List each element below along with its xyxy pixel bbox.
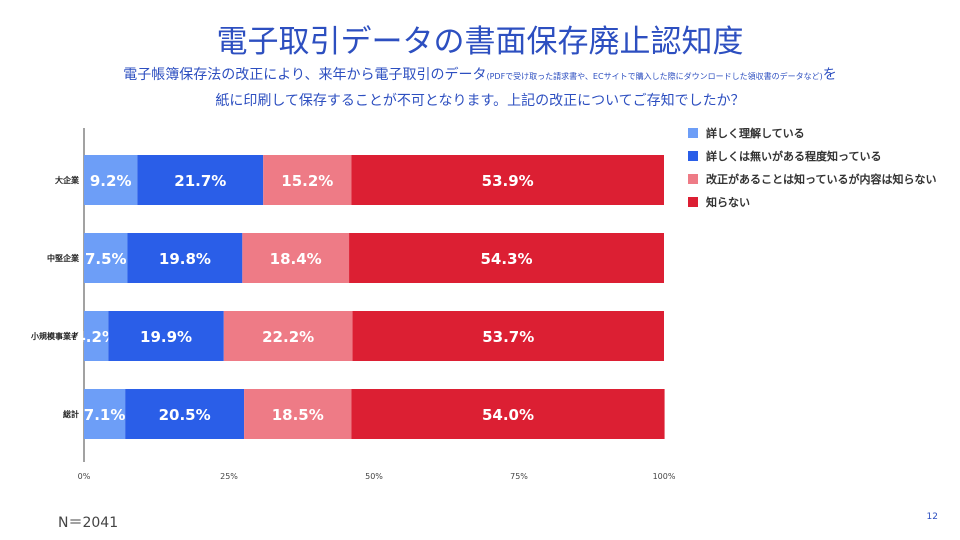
x-tick-label: 75% (510, 472, 528, 481)
bar-segment (351, 155, 664, 205)
bar-segment (125, 389, 245, 439)
x-tick-label: 25% (220, 472, 238, 481)
bar-segment (84, 389, 126, 439)
data-label: 53.7% (482, 328, 534, 346)
data-label: 18.5% (272, 406, 324, 424)
data-label: 7.1% (84, 406, 126, 424)
data-label: 9.2% (90, 172, 132, 190)
subtitle-text: 電子帳簿保存法の改正により、来年から電子取引のデータ (123, 67, 487, 83)
bar-segment (137, 155, 264, 205)
category-label: 大企業 (55, 175, 80, 185)
page-number: 12 (926, 512, 938, 522)
legend-swatch (688, 174, 698, 184)
legend-label: 改正があることは知っているが内容は知らない (706, 173, 937, 186)
bar-segment (352, 311, 664, 361)
legend-item: 改正があることは知っているが内容は知らない (688, 172, 938, 187)
bar-segment (223, 311, 353, 361)
legend-item: 知らない (688, 195, 938, 210)
page-title: 電子取引データの書面保存廃止認知度 (216, 24, 744, 60)
category-label: 小規模事業者 (30, 331, 79, 341)
subtitle-text: を (822, 67, 837, 83)
bar-segment (84, 233, 128, 283)
subtitle-line-2: 紙に印刷して保存することが不可となります。上記の改正についてご存知でしたか？ (215, 93, 745, 109)
category-label: 中堅企業 (47, 253, 80, 263)
legend-label: 詳しくは無いがある程度知っている (706, 150, 882, 163)
legend-swatch (688, 151, 698, 161)
legend: 詳しく理解している詳しくは無いがある程度知っている改正があることは知っているが内… (688, 126, 938, 218)
data-label: 18.4% (270, 250, 322, 268)
data-label: 21.7% (174, 172, 226, 190)
data-label: 19.8% (159, 250, 211, 268)
data-label: 4.2% (75, 328, 117, 346)
bar-segment (263, 155, 352, 205)
bar-segment (242, 233, 350, 283)
sample-size: N＝2041 (58, 515, 119, 531)
bar-segment (349, 233, 664, 283)
legend-swatch (688, 197, 698, 207)
subtitle-note: (PDFで受け取った請求書や、ECサイトで購入した際にダウンロードした領収書のデ… (486, 72, 823, 81)
x-tick-label: 0% (78, 472, 91, 481)
x-tick-label: 100% (653, 472, 676, 481)
legend-label: 知らない (706, 196, 750, 209)
bar-segment (351, 389, 665, 439)
bar-segment (108, 311, 224, 361)
data-label: 20.5% (159, 406, 211, 424)
legend-item: 詳しくは無いがある程度知っている (688, 149, 938, 164)
bar-segment (84, 311, 109, 361)
category-label: 総計 (63, 409, 79, 419)
data-label: 15.2% (281, 172, 333, 190)
bar-segment (127, 233, 243, 283)
data-label: 19.9% (140, 328, 192, 346)
data-label: 54.3% (481, 250, 533, 268)
legend-swatch (688, 128, 698, 138)
bar-segment (244, 389, 352, 439)
data-label: 7.5% (85, 250, 127, 268)
legend-label: 詳しく理解している (706, 127, 805, 140)
legend-item: 詳しく理解している (688, 126, 938, 141)
data-label: 54.0% (482, 406, 534, 424)
subtitle-line-1: 電子帳簿保存法の改正により、来年から電子取引のデータ(PDFで受け取った請求書や… (0, 64, 960, 84)
data-label: 22.2% (262, 328, 314, 346)
x-tick-label: 50% (365, 472, 383, 481)
data-label: 53.9% (482, 172, 534, 190)
bar-segment (84, 155, 138, 205)
